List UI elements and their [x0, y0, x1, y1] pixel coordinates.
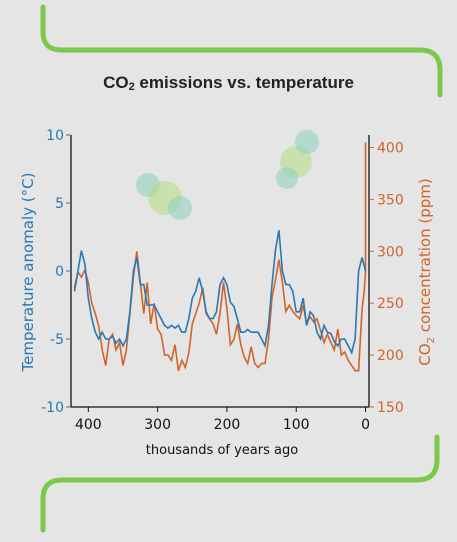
- left-tick-label: -10: [41, 400, 64, 416]
- temperature-series-line: [73, 230, 367, 355]
- left-tick-label: 10: [46, 128, 64, 144]
- bottom-accent-bracket: [40, 434, 440, 533]
- x-tick-label: 400: [75, 417, 102, 433]
- x-tick-label: 0: [361, 417, 370, 433]
- right-tick-label: 250: [377, 296, 404, 312]
- x-tick-label: 300: [144, 417, 171, 433]
- left-tick-label: 5: [55, 196, 64, 212]
- right-tick-label: 350: [377, 192, 404, 208]
- right-tick-label: 400: [377, 140, 404, 156]
- right-axis-label: CO2 concentration (ppm): [416, 178, 437, 365]
- co2-series-line: [73, 142, 367, 372]
- x-axis-label: thousands of years ago: [146, 443, 298, 458]
- right-tick-label: 300: [377, 244, 404, 260]
- right-tick-label: 200: [377, 348, 404, 364]
- top-accent-bracket: [40, 4, 443, 98]
- x-tick-label: 200: [214, 417, 241, 433]
- left-axis-label: Temperature anomaly (°C): [19, 173, 37, 373]
- left-tick-label: -5: [50, 332, 64, 348]
- right-tick-label: 150: [377, 400, 404, 416]
- x-tick-label: 100: [283, 417, 310, 433]
- left-tick-label: 0: [55, 264, 64, 280]
- chart-title: CO2 emissions vs. temperature: [103, 73, 354, 93]
- decorative-bubbles: [136, 130, 319, 220]
